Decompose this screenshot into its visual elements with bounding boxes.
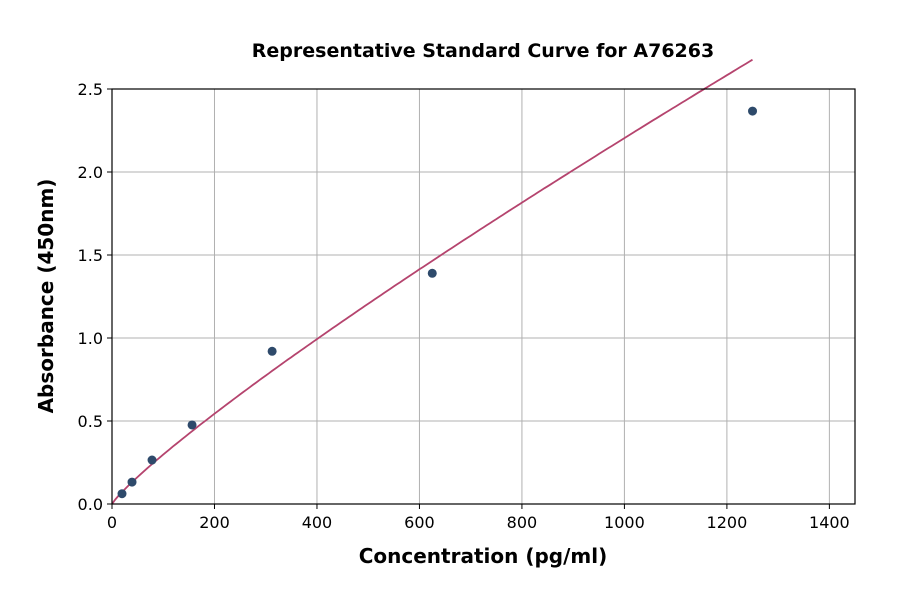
x-tick-label: 1000 <box>604 513 645 532</box>
y-tick-label: 1.0 <box>78 329 103 348</box>
x-tick-label: 1200 <box>707 513 748 532</box>
data-point <box>127 477 137 487</box>
plot-frame <box>111 88 856 505</box>
data-point <box>117 489 127 499</box>
data-point <box>187 420 197 430</box>
x-tick-label: 0 <box>107 513 117 532</box>
fit-curve-layer <box>111 58 753 505</box>
data-point <box>427 268 437 278</box>
data-points <box>117 106 758 499</box>
x-tick-label: 200 <box>199 513 230 532</box>
x-tick-label: 800 <box>507 513 538 532</box>
y-tick-label: 1.5 <box>78 246 103 265</box>
grid <box>111 88 855 505</box>
x-axis-ticks: 0 200 400 600 800 1000 1200 1400 <box>107 504 850 532</box>
y-axis-label: Absorbance (450nm) <box>34 179 58 414</box>
y-tick-label: 2.0 <box>78 163 103 182</box>
y-tick-label: 0.5 <box>78 412 103 431</box>
x-tick-label: 600 <box>404 513 435 532</box>
data-point <box>267 346 277 356</box>
y-axis-ticks: 0.0 0.5 1.0 1.5 2.0 2.5 <box>78 80 112 514</box>
data-point <box>147 455 157 465</box>
data-point <box>748 106 758 116</box>
x-tick-label: 1400 <box>809 513 850 532</box>
x-tick-label: 400 <box>302 513 333 532</box>
fit-curve <box>111 58 753 505</box>
y-tick-label: 2.5 <box>78 80 103 99</box>
x-axis-label: Concentration (pg/ml) <box>359 544 608 568</box>
chart-title: Representative Standard Curve for A76263 <box>252 40 714 62</box>
y-tick-label: 0.0 <box>78 495 103 514</box>
